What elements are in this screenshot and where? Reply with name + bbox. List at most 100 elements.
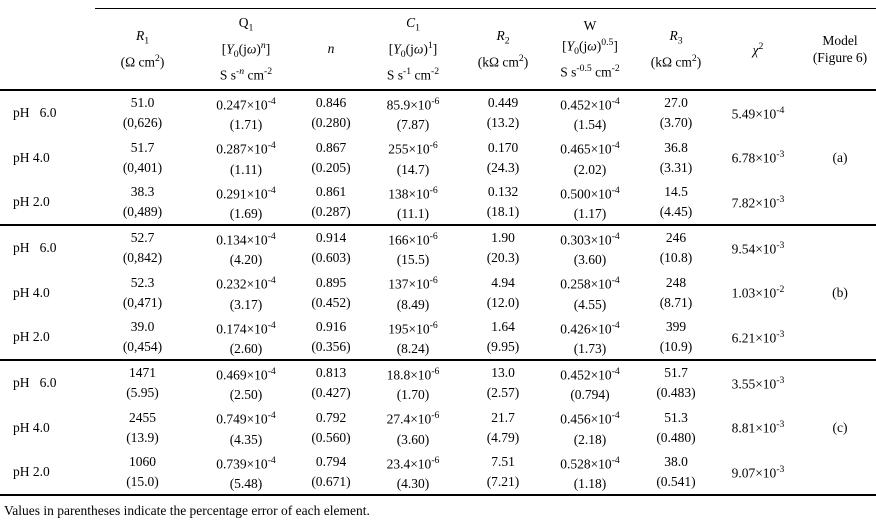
- parameter-value: 23.4×10-6: [386, 454, 440, 472]
- parameter-value: 246: [665, 230, 687, 246]
- parameter-value: 27.0: [664, 95, 688, 111]
- header-line: Q1: [238, 15, 254, 34]
- header-line: S s-n cm-2: [219, 65, 273, 83]
- row-label: pH 2.0: [0, 450, 95, 497]
- parameter-value: 52.3: [130, 274, 155, 290]
- model-cell: (a): [804, 90, 876, 227]
- table-row: pH 2.0 1060 (15.0) 0.739×10-4 (5.48) 0.794 (0.…: [0, 450, 876, 497]
- parameter-error: (0,626): [122, 115, 163, 131]
- header-line: χ2: [752, 41, 764, 58]
- chi2-cell: 7.82×10-3: [712, 180, 804, 227]
- parameter-error: (0,842): [122, 250, 163, 266]
- parameter-error: (1.18): [573, 476, 607, 492]
- value-cell: 195×10-6 (8.24): [360, 315, 466, 362]
- model-cell: (b): [804, 225, 876, 362]
- value-cell: 21.7 (4.79): [466, 405, 540, 450]
- parameter-value: 195×10-6: [388, 319, 438, 337]
- parameter-value: 51.7: [664, 365, 688, 381]
- parameter-error: (0.560): [311, 429, 351, 445]
- parameter-error: (0,454): [122, 339, 163, 355]
- chi2-cell: 6.21×10-3: [712, 315, 804, 362]
- parameter-error: (0.480): [656, 429, 696, 445]
- value-cell: 0.456×10-4 (2.18): [540, 405, 640, 450]
- parameter-error: (20.3): [486, 250, 520, 266]
- parameter-value: 51.3: [664, 409, 688, 425]
- value-cell: 0.452×10-4 (1.54): [540, 90, 640, 135]
- parameter-value: 0.813: [315, 365, 347, 381]
- value-cell: 0.867 (0.205): [302, 135, 360, 180]
- parameter-error: (0.356): [311, 339, 351, 355]
- parameter-error: (0.427): [311, 385, 351, 401]
- value-cell: 23.4×10-6 (4.30): [360, 450, 466, 497]
- parameter-value: 18.8×10-6: [386, 365, 440, 383]
- chi2-cell: 3.55×10-3: [731, 374, 785, 392]
- parameter-error: (18.1): [486, 204, 520, 220]
- header-line: (kΩ cm2): [650, 52, 702, 70]
- parameter-error: (4.45): [659, 204, 693, 220]
- parameter-error: (0.541): [656, 474, 696, 490]
- value-cell: 0.449 (13.2): [466, 90, 540, 135]
- value-cell: 39.0 (0,454): [95, 315, 190, 362]
- parameter-value: 0.247×10-4: [216, 95, 276, 113]
- value-cell: 2455 (13.9): [95, 405, 190, 450]
- parameter-error: (14.7): [396, 161, 430, 177]
- value-cell: 255×10-6 (14.7): [360, 135, 466, 180]
- parameter-value: 0.449: [487, 95, 519, 111]
- parameter-value: 14.5: [664, 184, 688, 200]
- value-cell: 4.94 (12.0): [466, 270, 540, 315]
- parameter-error: (10.9): [659, 339, 693, 355]
- parameter-value: 85.9×10-6: [386, 95, 440, 113]
- table-row: pH 4.0 52.3 (0,471) 0.232×10-4 (3.17) 0.895 (0…: [0, 270, 876, 315]
- parameter-error: (8.49): [396, 296, 430, 312]
- header-line: S s-1 cm-2: [386, 65, 440, 83]
- table-row: pH 6.0 1471 (5.95) 0.469×10-4 (2.50) 0.813 (0.…: [0, 360, 876, 497]
- value-cell: 0.452×10-4 (0.794): [540, 360, 640, 405]
- value-cell: 0.134×10-4 (4.20): [190, 225, 302, 270]
- parameter-error: (5.95): [126, 385, 159, 401]
- value-cell: 0.861 (0.287): [302, 180, 360, 227]
- value-cell: 138×10-6 (11.1): [360, 180, 466, 227]
- parameter-value: 1060: [129, 454, 156, 470]
- header-line: (Ω cm2): [120, 52, 165, 70]
- parameter-value: 166×10-6: [388, 230, 438, 248]
- parameter-value: 0.739×10-4: [216, 454, 276, 472]
- value-cell: 51.7 (0,401): [95, 135, 190, 180]
- parameter-value: 27.4×10-6: [386, 410, 440, 427]
- footnote: Values in parentheses indicate the perce…: [4, 503, 370, 519]
- parameter-value: 0.303×10-4: [560, 230, 620, 248]
- table-row: pH 4.0 51.7 (0,401) 0.287×10-4 (1.11) 0.867 (0…: [0, 135, 876, 180]
- column-header-ph: [0, 8, 95, 92]
- value-cell: 0.749×10-4 (4.35): [190, 405, 302, 450]
- parameter-error: (1.70): [396, 387, 430, 403]
- header-line: (kΩ cm2): [477, 52, 529, 70]
- results-table: R1 (Ω cm2) Q1 [Y0(jω)n] S s-n cm-2 n C1 [Y0(jω)…: [0, 8, 876, 497]
- header-line: C1: [406, 15, 420, 34]
- value-cell: 1471 (5.95): [95, 360, 190, 405]
- header-line: n: [327, 41, 335, 57]
- table-row: pH 6.0 51.0 (0,626) 0.247×10-4 (1.71) 0.846 (0…: [0, 90, 876, 227]
- parameter-error: (2.18): [573, 431, 607, 447]
- parameter-error: (0,471): [122, 294, 163, 310]
- parameter-error: (0,489): [122, 204, 163, 220]
- parameter-error: (15.5): [396, 252, 430, 268]
- parameter-error: (4.55): [573, 296, 607, 312]
- header-line: R1: [135, 28, 150, 47]
- table-row: pH 6.0 52.7 (0,842) 0.134×10-4 (4.20) 0.914 (0…: [0, 225, 876, 362]
- row-label: pH 2.0: [0, 180, 95, 227]
- row-label: pH 2.0: [0, 315, 95, 362]
- value-cell: 36.8 (3.31): [640, 135, 712, 180]
- value-cell: 38.0 (0.541): [640, 450, 712, 497]
- parameter-value: 0.456×10-4: [560, 410, 620, 427]
- chi2-cell: 9.54×10-3: [731, 239, 785, 257]
- value-cell: 0.291×10-4 (1.69): [190, 180, 302, 227]
- value-cell: 0.469×10-4 (2.50): [190, 360, 302, 405]
- column-header-chi2: χ2: [712, 8, 804, 92]
- value-cell: 51.3 (0.480): [640, 405, 712, 450]
- value-cell: 0.465×10-4 (2.02): [540, 135, 640, 180]
- value-cell: 166×10-6 (15.5): [360, 225, 466, 270]
- parameter-error: (15.0): [126, 474, 159, 490]
- value-cell: 0.247×10-4 (1.71): [190, 90, 302, 135]
- value-cell: 0.792 (0.560): [302, 405, 360, 450]
- value-cell: 18.8×10-6 (1.70): [360, 360, 466, 405]
- parameter-error: (0.280): [311, 115, 351, 131]
